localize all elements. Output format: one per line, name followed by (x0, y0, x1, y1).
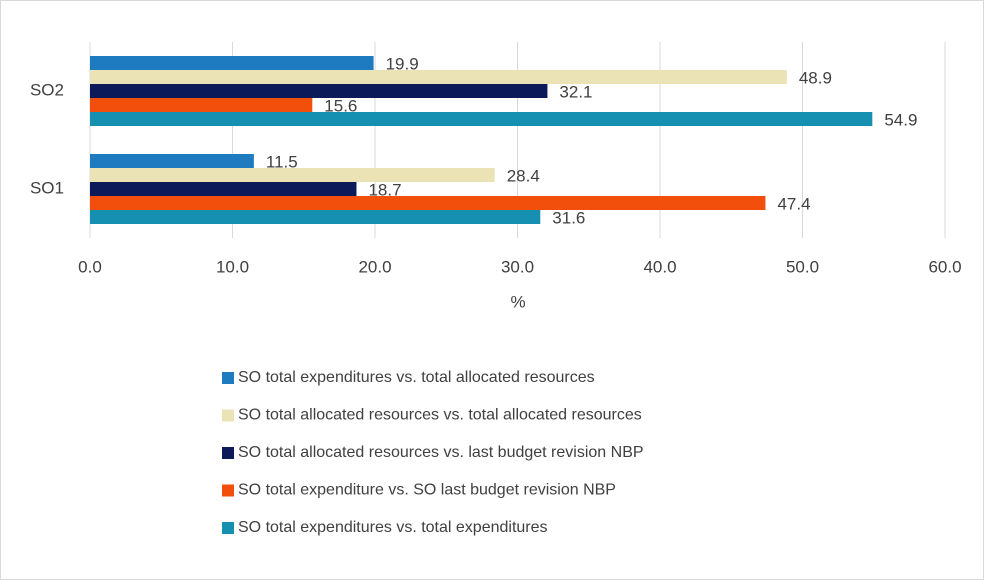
bar (90, 98, 313, 112)
bar (90, 168, 495, 182)
x-tick-label: 20.0 (358, 257, 391, 276)
legend-swatch (222, 447, 234, 459)
legend-swatch (222, 409, 234, 422)
x-tick-label: 30.0 (501, 257, 534, 276)
data-label: 19.9 (386, 54, 419, 73)
legend-label: SO total expenditures vs. total expendit… (238, 519, 548, 536)
data-label: 28.4 (507, 166, 540, 185)
bar (90, 154, 254, 168)
legend-swatch (222, 484, 234, 497)
bar (90, 112, 873, 126)
y-tick-label: SO1 (30, 178, 64, 197)
bar (90, 182, 357, 196)
data-label: 32.1 (559, 82, 592, 101)
x-tick-label: 50.0 (786, 257, 819, 276)
x-tick-label: 10.0 (216, 257, 249, 276)
y-tick-label: SO2 (30, 80, 64, 99)
data-label: 18.7 (368, 180, 401, 199)
legend-label: SO total allocated resources vs. total a… (238, 407, 642, 424)
legend-label: SO total allocated resources vs. last bu… (238, 444, 644, 461)
data-label: 11.5 (266, 152, 298, 171)
x-tick-label: 60.0 (928, 257, 961, 276)
legend-label: SO total expenditures vs. total allocate… (238, 369, 595, 386)
data-label: 47.4 (777, 194, 810, 213)
data-label: 15.6 (324, 96, 357, 115)
data-label: 54.9 (884, 110, 917, 129)
bar (90, 84, 548, 98)
legend-label: SO total expenditure vs. SO last budget … (238, 482, 616, 499)
data-label: 31.6 (552, 208, 585, 227)
legend-swatch (222, 372, 234, 384)
bar (90, 196, 766, 210)
bar (90, 210, 541, 224)
bar (90, 70, 787, 84)
x-tick-label: 0.0 (78, 257, 102, 276)
data-label: 48.9 (799, 68, 832, 87)
bar (90, 56, 374, 70)
x-axis-label: % (510, 292, 525, 311)
legend-swatch (222, 522, 234, 534)
x-tick-label: 40.0 (643, 257, 676, 276)
